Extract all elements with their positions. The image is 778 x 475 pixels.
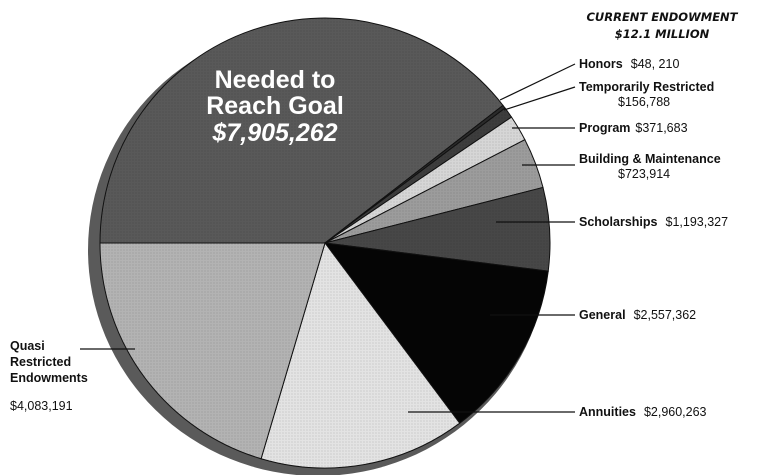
pie-texture	[100, 18, 550, 468]
pie-slice-texture-general	[325, 243, 549, 424]
pie-slice-texture-quasi-restricted-endowments	[100, 243, 325, 459]
goal-label-line-1: Needed to	[215, 66, 336, 94]
pie-slice-texture-building-maintenance	[325, 139, 544, 243]
goal-label-group: Needed to Reach Goal $7,905,262	[206, 66, 344, 147]
label-temporarily-restricted: Temporarily Restricted	[579, 80, 714, 94]
label-building-value: $723,914	[618, 167, 670, 181]
label-general: General $2,557,362	[579, 308, 696, 322]
label-quasi-line-3: Endowments	[10, 371, 88, 385]
pie-slice-texture-program	[325, 117, 525, 243]
label-temporarily-restricted-value: $156,788	[618, 95, 670, 109]
pie-slice-texture-needed-to-reach-goal	[100, 18, 504, 244]
label-annuities: Annuities $2,960,263	[579, 405, 707, 419]
pie-slice-texture-honors	[325, 105, 506, 243]
leader-lines	[80, 63, 576, 413]
slice-labels: Honors $48, 210 Temporarily Restricted $1…	[10, 57, 728, 419]
label-building: Building & Maintenance	[579, 152, 721, 166]
label-scholarships: Scholarships $1,193,327	[579, 215, 728, 229]
label-quasi-value: $4,083,191	[10, 399, 73, 413]
label-program: Program $371,683	[579, 121, 688, 135]
chart-title: CURRENT ENDOWMENT	[586, 10, 738, 24]
goal-value-label: $7,905,262	[211, 119, 337, 147]
leader-line-honors	[499, 63, 576, 101]
pie-slice-texture-temporarily-restricted	[325, 108, 512, 243]
goal-label-line-2: Reach Goal	[206, 92, 344, 120]
label-quasi-line-2: Restricted	[10, 355, 71, 369]
leader-line-temporarily-restricted	[503, 86, 576, 111]
label-honors: Honors $48, 210	[579, 57, 679, 71]
label-quasi-line-1: Quasi	[10, 339, 45, 353]
chart-subtitle: $12.1 MILLION	[615, 27, 710, 41]
pie-slice-texture-scholarships	[325, 187, 550, 272]
